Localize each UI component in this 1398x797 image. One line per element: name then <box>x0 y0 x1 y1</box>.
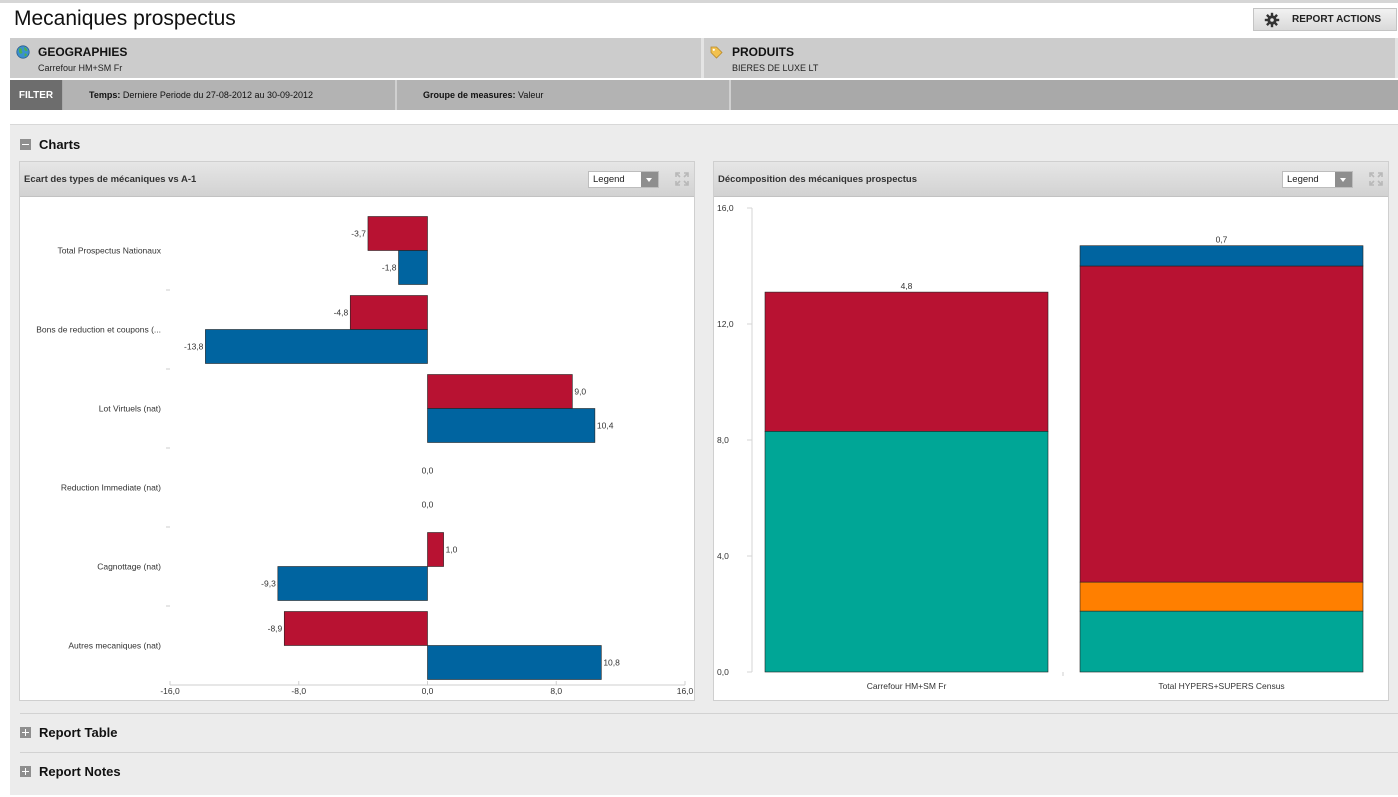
filter-groupe[interactable]: Groupe de measures: Valeur <box>397 80 731 110</box>
bar-chart-ecart: Total Prospectus Nationaux -3,7 -1,8 Bons d… <box>36 216 694 696</box>
data-label: -3,7 <box>351 229 366 239</box>
charts-section-label: Charts <box>39 137 81 152</box>
filter-groupe-key: Groupe de measures: <box>423 90 516 100</box>
collapse-icon <box>20 139 31 150</box>
produits-selector[interactable]: PRODUITS BIERES DE LUXE LT <box>704 38 1398 78</box>
stack-segment <box>1079 610 1364 673</box>
expand-plus-icon <box>20 766 31 777</box>
filter-temps-key: Temps: <box>89 90 121 100</box>
category-label: Bons de reduction et coupons (... <box>36 325 161 335</box>
top-border <box>0 0 1398 3</box>
x-tick-label: 16,0 <box>677 686 694 696</box>
geographies-value: Carrefour HM+SM Fr <box>38 63 123 73</box>
report-notes-section-label: Report Notes <box>39 764 121 779</box>
produits-title: PRODUITS <box>732 45 795 59</box>
x-tick-label: -8,0 <box>291 686 306 696</box>
chart-panel-header: Décomposition des mécaniques prospectus … <box>714 162 1388 197</box>
y-tick-label: 0,0 <box>717 667 729 677</box>
x-tick-label: -16,0 <box>160 686 180 696</box>
section-divider <box>20 752 1398 753</box>
filter-temps-value: Derniere Periode du 27-08-2012 au 30-09-… <box>122 90 313 100</box>
category-label: Cagnottage (nat) <box>97 562 161 572</box>
stack-segment <box>1079 581 1364 612</box>
legend-dropdown-label: Legend <box>1287 174 1319 185</box>
chart-title: Ecart des types de mécaniques vs A-1 <box>24 174 197 185</box>
x-tick-label: 0,0 <box>422 686 434 696</box>
data-label: 4,8 <box>901 281 913 291</box>
data-label: 1,0 <box>446 545 458 555</box>
category-label: Total Prospectus Nationaux <box>58 246 162 256</box>
data-label: -8,9 <box>268 624 283 634</box>
bar <box>427 408 596 443</box>
bar <box>398 250 428 285</box>
y-tick-label: 12,0 <box>717 319 734 329</box>
filter-temps[interactable]: Temps: Derniere Periode du 27-08-2012 au… <box>63 80 397 110</box>
data-label: -13,8 <box>184 342 204 352</box>
data-label: -1,8 <box>382 263 397 273</box>
bar <box>283 611 428 646</box>
bar <box>427 532 444 567</box>
bar <box>427 374 573 409</box>
expand-icon[interactable] <box>1369 172 1383 186</box>
filter-bar: FILTER Temps: Derniere Periode du 27-08-… <box>10 80 1398 110</box>
data-label: -9,3 <box>261 579 276 589</box>
chevron-down-icon <box>641 172 658 187</box>
bar <box>349 295 428 330</box>
geographies-title: GEOGRAPHIES <box>38 45 128 59</box>
data-label: 0,0 <box>422 466 434 476</box>
stack-segment <box>1079 245 1364 267</box>
legend-dropdown-label: Legend <box>593 174 625 185</box>
category-label: Reduction Immediate (nat) <box>61 483 161 493</box>
gear-icon <box>1264 12 1280 27</box>
geographies-selector[interactable]: GEOGRAPHIES Carrefour HM+SM Fr <box>10 38 704 78</box>
section-divider <box>20 713 1398 714</box>
bar <box>277 566 428 601</box>
expand-icon[interactable] <box>675 172 689 186</box>
globe-icon <box>16 45 30 59</box>
category-label: Autres mecaniques (nat) <box>68 641 161 651</box>
legend-dropdown[interactable]: Legend <box>588 171 659 188</box>
bar <box>205 329 428 364</box>
stack-segment <box>764 431 1049 673</box>
data-label: 0,0 <box>422 500 434 510</box>
category-label: Carrefour HM+SM Fr <box>867 681 947 691</box>
legend-dropdown[interactable]: Legend <box>1282 171 1353 188</box>
bar <box>427 645 602 680</box>
report-table-section-header[interactable]: Report Table <box>20 725 118 740</box>
dimension-bar: GEOGRAPHIES Carrefour HM+SM Fr PRODUITS … <box>10 38 1398 78</box>
category-label: Lot Virtuels (nat) <box>99 404 161 414</box>
stack-segment <box>1079 265 1364 583</box>
chart-panel-header: Ecart des types de mécaniques vs A-1 Leg… <box>20 162 694 197</box>
chevron-down-icon <box>1335 172 1352 187</box>
y-tick-label: 8,0 <box>717 435 729 445</box>
category-label: Total HYPERS+SUPERS Census <box>1158 681 1284 691</box>
tag-icon <box>710 46 723 59</box>
data-label: -4,8 <box>334 308 349 318</box>
chart-panel-ecart: Ecart des types de mécaniques vs A-1 Leg… <box>19 161 695 701</box>
x-tick-label: 8,0 <box>550 686 562 696</box>
report-actions-button[interactable]: REPORT ACTIONS <box>1253 8 1397 31</box>
data-label: 10,4 <box>597 421 614 431</box>
report-content: Charts Ecart des types de mécaniques vs … <box>10 124 1398 795</box>
page-title: Mecaniques prospectus <box>14 7 236 30</box>
chart-title: Décomposition des mécaniques prospectus <box>718 174 918 185</box>
report-notes-section-header[interactable]: Report Notes <box>20 764 121 779</box>
report-actions-label: REPORT ACTIONS <box>1292 14 1382 25</box>
y-tick-label: 4,0 <box>717 551 729 561</box>
report-table-section-label: Report Table <box>39 725 118 740</box>
filter-label: FILTER <box>10 80 62 110</box>
produits-value: BIERES DE LUXE LT <box>732 63 819 73</box>
filter-groupe-value: Valeur <box>518 90 544 100</box>
chart-panel-decomposition: Décomposition des mécaniques prospectus … <box>713 161 1389 701</box>
charts-section-header[interactable]: Charts <box>20 137 80 152</box>
bar <box>367 216 428 251</box>
data-label: 0,7 <box>1216 235 1228 245</box>
stack-segment <box>764 291 1049 432</box>
data-label: 9,0 <box>574 387 586 397</box>
y-tick-label: 16,0 <box>717 203 734 213</box>
data-label: 10,8 <box>603 658 620 668</box>
expand-plus-icon <box>20 727 31 738</box>
